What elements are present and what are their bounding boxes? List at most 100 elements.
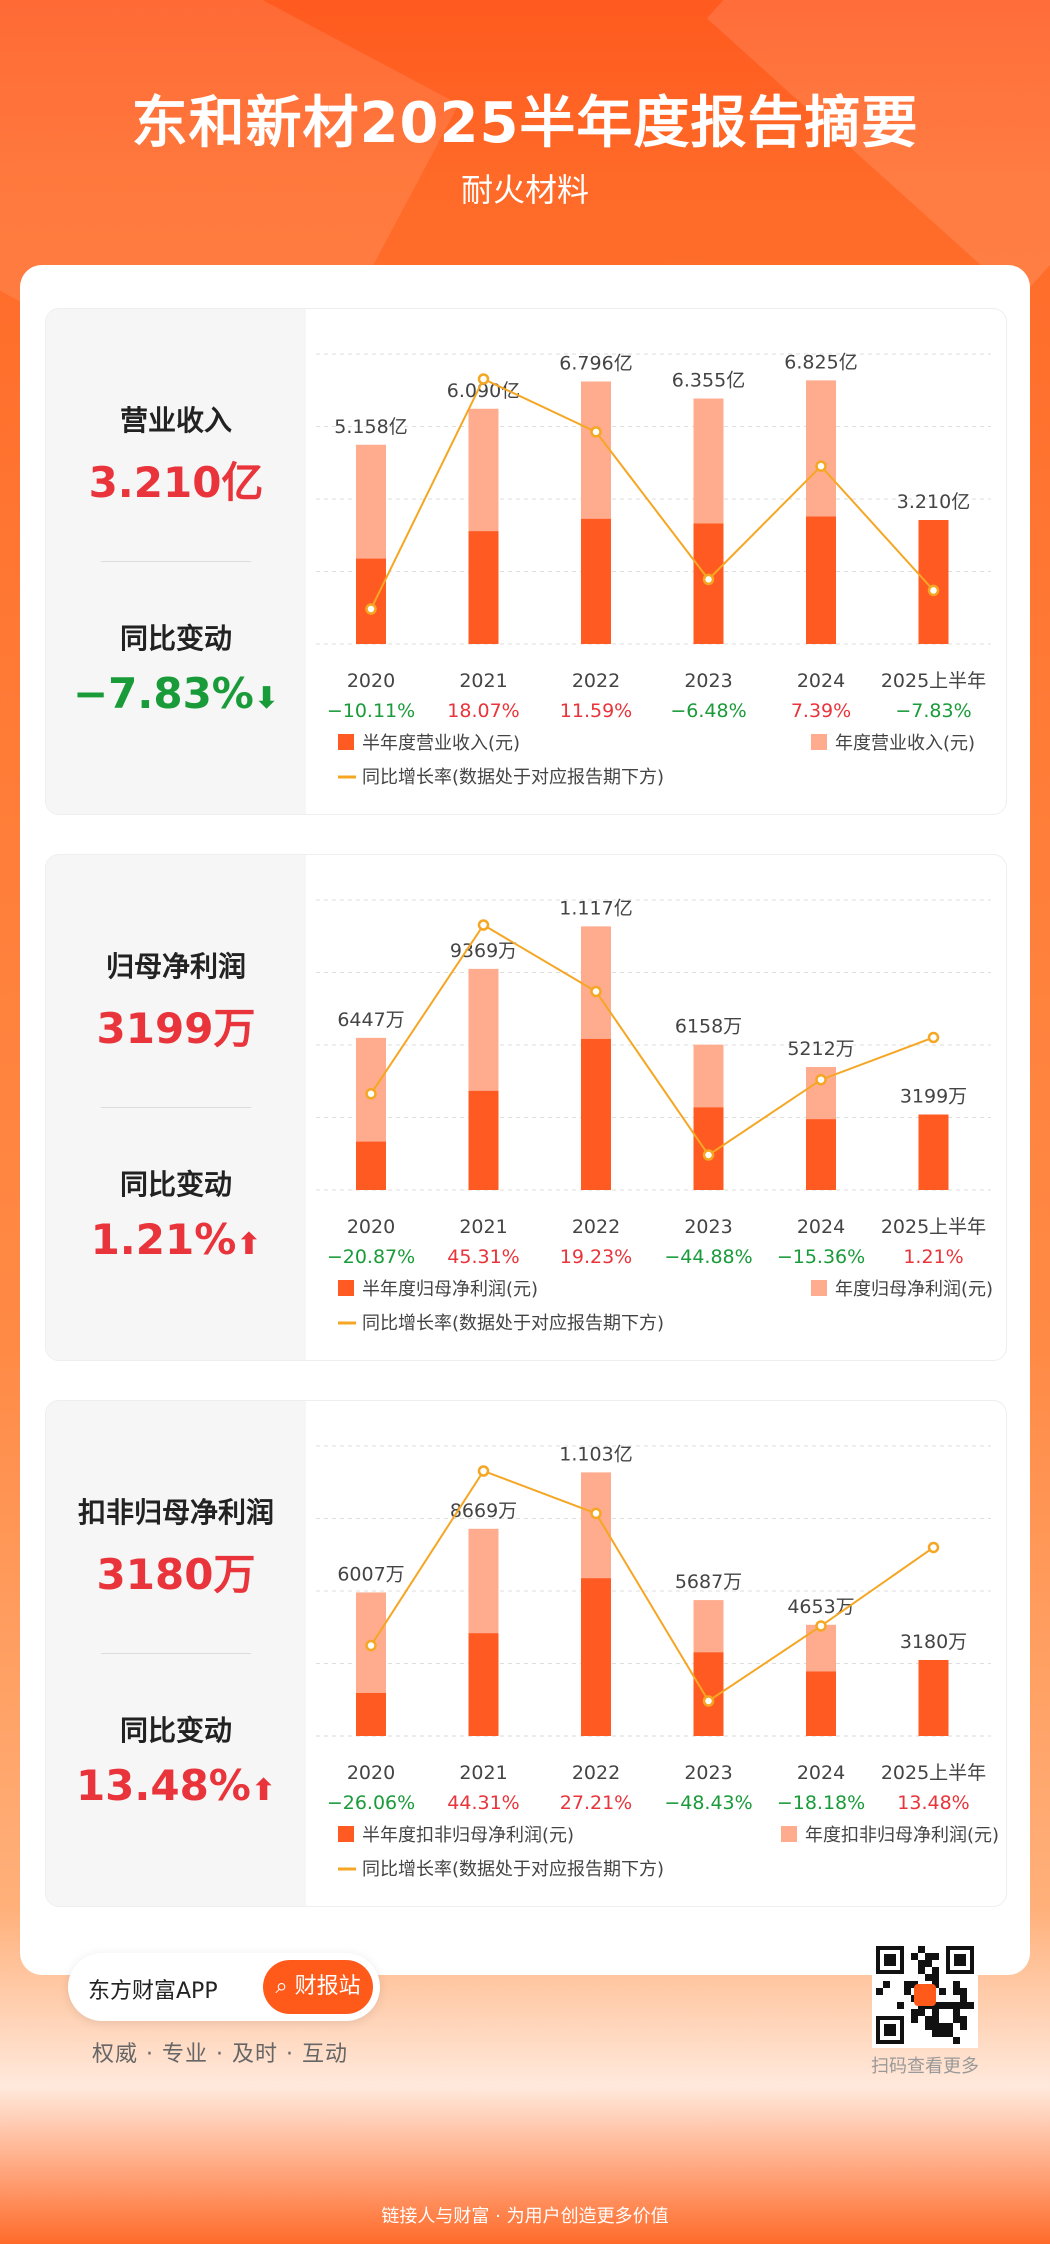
qr-module xyxy=(911,2016,918,2023)
qr-module xyxy=(925,2023,932,2030)
qr-module xyxy=(904,1981,911,1988)
report-station-label: 财报站 xyxy=(294,1974,361,1999)
qr-module xyxy=(960,2023,967,2030)
qr-module xyxy=(953,2009,960,2016)
change-value: 13.48%⬆ xyxy=(46,1761,306,1810)
qr-module xyxy=(876,1988,883,1995)
growth-point xyxy=(927,1031,940,1044)
half-year-bar xyxy=(806,1671,836,1736)
bar-value-label: 1.103亿 xyxy=(559,1443,632,1465)
qr-module xyxy=(946,2023,953,2030)
half-year-bar xyxy=(468,1633,499,1736)
qr-module xyxy=(960,2016,967,2023)
qr-module xyxy=(953,2002,960,2009)
category-label: 2024 xyxy=(797,1216,845,1238)
qr-module xyxy=(925,1974,932,1981)
category-label: 2023 xyxy=(684,1762,732,1784)
change-label: 同比变动 xyxy=(119,1168,232,1201)
half-year-bar xyxy=(468,531,499,644)
net-profit-chart: 6447万 9369万 1.117亿 6158万 5212万 3199万 2020 −20.8… xyxy=(316,897,993,1334)
bar-value-label: 8669万 xyxy=(450,1500,517,1522)
bar-value-label: 6158万 xyxy=(675,1016,742,1038)
kpi-value: 3180万 xyxy=(96,1550,256,1599)
half-year-bar xyxy=(806,516,836,644)
qr-module xyxy=(932,2016,939,2023)
revenue-panel: 营业收入 3.210亿 同比变动 −7.83%⬇ 5.158亿 6.090亿 6.7… xyxy=(45,308,1007,815)
legend-annual-label: 年度营业收入(元) xyxy=(835,733,975,754)
category-label: 2020 xyxy=(347,670,395,692)
category-label: 2024 xyxy=(797,1762,845,1784)
kpi-value: 3199万 xyxy=(96,1004,256,1053)
bar-value-label: 4653万 xyxy=(787,1596,854,1618)
growth-point xyxy=(815,460,827,472)
half-year-bar xyxy=(581,1038,611,1190)
half-year-bar xyxy=(581,1578,611,1736)
growth-point xyxy=(702,573,715,586)
growth-point xyxy=(477,1465,490,1477)
qr-finder xyxy=(884,2024,896,2036)
qr-module xyxy=(932,1967,939,1974)
qr-finder xyxy=(884,1954,896,1966)
qr-module xyxy=(883,1981,890,1988)
qr-module xyxy=(918,1946,925,1953)
change-value-text: 13.48% xyxy=(75,1761,251,1810)
qr-module xyxy=(946,2030,953,2037)
growth-point xyxy=(815,1073,827,1086)
growth-point xyxy=(815,1620,827,1632)
qr-module xyxy=(932,1981,939,1988)
growth-point xyxy=(365,1088,377,1100)
bar-value-label: 5687万 xyxy=(675,1571,742,1593)
legend-annual-label: 年度归母净利润(元) xyxy=(835,1279,993,1300)
growth-point xyxy=(702,1149,715,1161)
bar-value-label: 3.210亿 xyxy=(897,491,970,513)
bar-value-label: 3199万 xyxy=(900,1085,967,1107)
qr-module xyxy=(953,2037,960,2044)
growth-rate-label: −48.43% xyxy=(664,1792,752,1814)
qr-module xyxy=(904,1988,911,1995)
growth-point xyxy=(477,919,490,931)
arrow-down-icon: ⬇ xyxy=(253,681,280,716)
growth-rate-label: 45.31% xyxy=(447,1246,519,1268)
growth-rate-label: −15.36% xyxy=(777,1246,865,1268)
legend-annual-label: 年度扣非归母净利润(元) xyxy=(805,1825,999,1846)
qr-module xyxy=(932,2023,939,2030)
deducted-net-profit-panel: 扣非归母净利润 3180万 同比变动 13.48%⬆ 6007万 8669万 1.1… xyxy=(45,1400,1007,1907)
growth-point xyxy=(365,603,377,615)
growth-point xyxy=(927,584,940,597)
growth-rate-label: 19.23% xyxy=(560,1246,632,1268)
report-station-button[interactable]: ⌕ 财报站 xyxy=(263,1960,373,2014)
growth-point xyxy=(590,1507,602,1520)
app-badge[interactable]: 东方财富APP ⌕ 财报站 xyxy=(68,1953,380,2021)
bar-value-label: 6.796亿 xyxy=(559,352,632,374)
qr-module xyxy=(946,2002,953,2009)
category-label: 2025上半年 xyxy=(881,1216,986,1238)
qr-module xyxy=(897,2002,904,2009)
qr-module xyxy=(953,1988,960,1995)
qr-module xyxy=(918,1967,925,1974)
qr-module xyxy=(960,2002,967,2009)
growth-rate-label: −26.06% xyxy=(327,1792,415,1814)
kpi-sidebar: 营业收入 3.210亿 同比变动 −7.83%⬇ xyxy=(46,309,306,814)
app-name: 东方财富APP xyxy=(88,1979,218,2004)
half-year-bar xyxy=(581,518,611,644)
kpi-sidebar: 归母净利润 3199万 同比变动 1.21%⬆ xyxy=(46,855,306,1360)
qr-module xyxy=(932,2009,939,2016)
growth-rate-label: 11.59% xyxy=(560,700,632,722)
half-year-bar xyxy=(356,558,386,644)
category-label: 2025上半年 xyxy=(881,670,986,692)
growth-rate-label: 7.39% xyxy=(791,700,851,722)
qr-module xyxy=(939,2002,946,2009)
change-label: 同比变动 xyxy=(119,1714,232,1747)
growth-point xyxy=(590,426,602,438)
category-label: 2020 xyxy=(347,1216,395,1238)
growth-line xyxy=(370,1469,935,1703)
category-label: 2025上半年 xyxy=(881,1762,986,1784)
category-label: 2023 xyxy=(684,670,732,692)
qr-logo xyxy=(914,1984,936,2006)
change-label: 同比变动 xyxy=(119,622,232,655)
change-value: −7.83%⬇ xyxy=(46,669,306,718)
qr-module xyxy=(925,1960,932,1967)
legend-half-swatch xyxy=(338,734,354,750)
growth-point xyxy=(927,1541,940,1554)
qr-code-icon[interactable] xyxy=(872,1942,978,2048)
